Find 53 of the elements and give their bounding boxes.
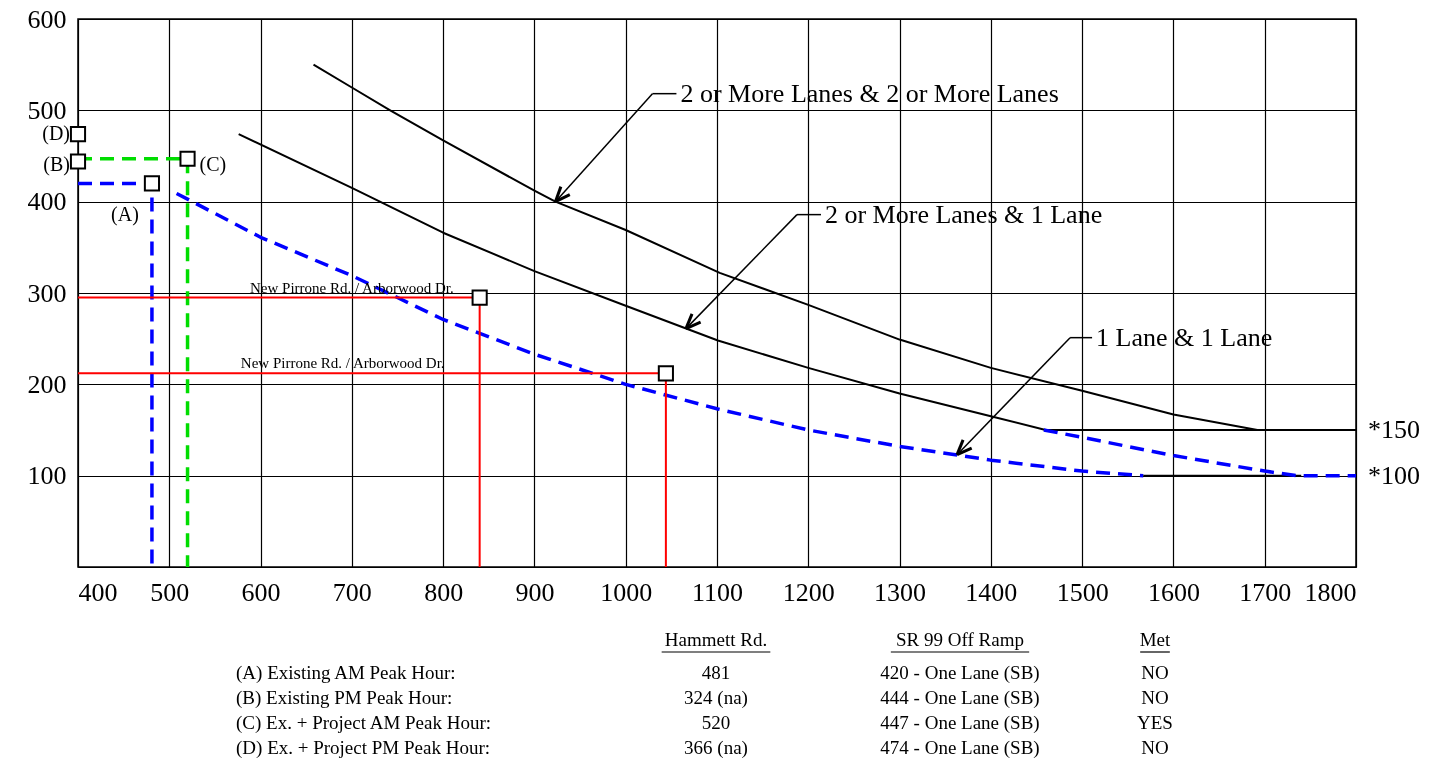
text: 324 (na): [684, 687, 748, 709]
text: NO: [1141, 687, 1169, 708]
x-tick-label: 400: [78, 577, 118, 607]
point: [657, 365, 674, 382]
y-tick-label: 600: [27, 4, 67, 34]
text: SR 99 Off Ramp: [896, 629, 1024, 650]
text: 420 - One Lane (SB): [880, 662, 1040, 684]
x-tick-label: 1600: [1147, 577, 1200, 607]
x-tick-label: 1700: [1239, 577, 1292, 607]
annotation: (B): [43, 153, 70, 177]
annotation: (C): [199, 152, 227, 176]
text: NO: [1141, 662, 1169, 683]
text: YES: [1137, 712, 1173, 733]
text: 474 - One Lane (SB): [880, 737, 1040, 759]
y-tick-label: 200: [27, 369, 67, 399]
y-tick-label: 500: [27, 95, 67, 125]
y-tick-label: 300: [27, 278, 67, 308]
text: (C) Ex. + Project AM Peak Hour:: [236, 712, 492, 734]
point: [143, 175, 161, 192]
y-tick-label: 100: [27, 461, 67, 491]
x-tick-label: 1500: [1056, 577, 1109, 607]
x-tick-label: 500: [150, 577, 190, 607]
text: 366 (na): [684, 737, 748, 759]
point: [69, 126, 87, 143]
text: (A) Existing AM Peak Hour:: [236, 662, 456, 684]
text: 520: [701, 712, 731, 733]
text: 447 - One Lane (SB): [880, 712, 1040, 734]
text: Met: [1139, 629, 1172, 650]
point: [69, 153, 87, 170]
text: NO: [1141, 737, 1169, 758]
annotation: *150: [1368, 415, 1420, 444]
annotation: (D): [42, 122, 70, 146]
text: 444 - One Lane (SB): [880, 687, 1040, 709]
x-tick-label: 700: [332, 577, 372, 607]
point: [179, 150, 196, 167]
x-tick-label: 1200: [782, 577, 835, 607]
text: Hammett Rd.: [664, 629, 768, 650]
text: (D) Ex. + Project PM Peak Hour:: [236, 737, 490, 759]
x-tick-label: 600: [241, 577, 281, 607]
x-tick-label: 1300: [874, 577, 927, 607]
point: [471, 289, 488, 306]
annotation: *100: [1368, 460, 1420, 490]
text: 481: [701, 662, 731, 683]
x-tick-label: 1800: [1304, 577, 1357, 607]
y-tick-label: 400: [27, 187, 67, 217]
x-tick-label: 800: [424, 577, 464, 607]
x-tick-label: 1400: [965, 577, 1018, 607]
annotation: (A): [111, 203, 139, 227]
x-tick-label: 1000: [600, 577, 653, 607]
x-tick-label: 900: [515, 577, 555, 607]
line-series: [1042, 428, 1358, 478]
x-tick-label: 1100: [691, 577, 744, 607]
text: (B) Existing PM Peak Hour:: [236, 687, 453, 709]
